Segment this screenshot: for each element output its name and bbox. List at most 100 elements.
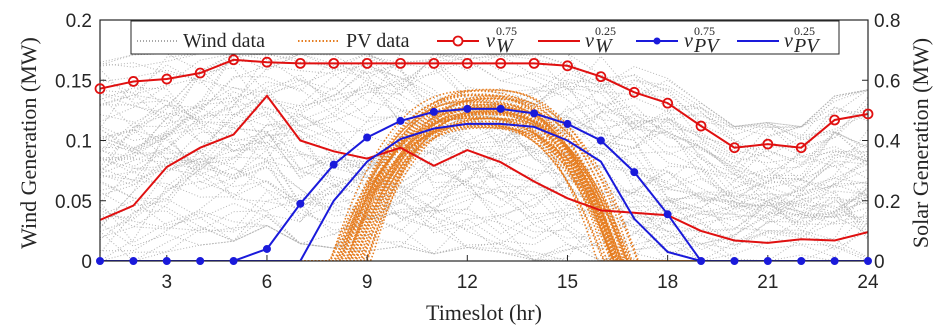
- pv-scenario-trace: [216, 106, 748, 261]
- legend-label: PV data: [346, 30, 410, 52]
- pv-q75-point: [162, 257, 171, 265]
- wind-q75-point: [662, 97, 674, 109]
- wind-scenario-trace: [100, 67, 868, 210]
- legend-math-sub: W: [496, 35, 515, 57]
- pv-q75-point: [496, 104, 505, 113]
- legend-math-sub: W: [595, 35, 614, 57]
- y-axis-right-title: Solar Generation (MW): [908, 38, 933, 248]
- wind-q75-point: [595, 71, 607, 83]
- pv-q75-point: [730, 257, 739, 265]
- wind-q75-point: [294, 57, 306, 69]
- wind-scenario-trace: [100, 78, 868, 233]
- wind-scenario-trace: [100, 120, 868, 261]
- legend-math-sub: PV: [693, 35, 721, 57]
- wind-q75-point: [762, 138, 774, 150]
- wind-q75-point: [94, 83, 106, 95]
- pv-scenario-trace: [216, 106, 748, 261]
- wind-q75-point: [428, 57, 440, 69]
- wind-q75-point: [228, 54, 239, 66]
- pv-q75-point: [329, 160, 338, 169]
- pv-scenario-trace: [216, 94, 748, 261]
- pv-scenario-trace: [216, 88, 748, 261]
- pv-q75-point: [429, 107, 438, 116]
- pv-q75-point: [596, 136, 605, 145]
- wind-q75-point: [795, 142, 807, 154]
- legend-math-label: v W0.25: [585, 24, 616, 57]
- series-layer: [100, 58, 868, 261]
- legend-math-label: v PV0.25: [784, 24, 821, 57]
- wind-scenario-trace: [100, 64, 868, 189]
- pv-scenario-trace: [216, 111, 748, 261]
- wind-q75-point: [862, 108, 874, 120]
- pv-scenario-trace: [216, 105, 748, 261]
- legend-math-label: v PV0.75: [684, 24, 721, 57]
- wind-scenario-trace: [100, 67, 868, 218]
- wind-q75-point: [528, 57, 540, 69]
- x-tick-label: 18: [657, 272, 678, 293]
- pv-q75-point: [262, 244, 271, 253]
- series-line: [100, 58, 868, 149]
- legend-math-sup: 0.25: [794, 24, 815, 38]
- legend-swatch-pv-q75-marker: [653, 37, 661, 45]
- wind-scenario-trace: [100, 179, 868, 259]
- wind-q75-point: [628, 86, 640, 98]
- wind-q75-point: [361, 57, 373, 69]
- pv-q75-point: [763, 257, 772, 265]
- pv-scenario-trace: [216, 125, 748, 261]
- pv-scenario-trace: [216, 113, 748, 261]
- legend-math-base: v: [684, 30, 693, 52]
- wind-scenario-trace: [100, 53, 868, 169]
- wind-scenario-trace: [100, 178, 868, 261]
- x-tick-label: 6: [262, 272, 273, 293]
- x-tick-label: 12: [457, 272, 478, 293]
- wind-scenario-trace: [100, 87, 868, 219]
- pv-q75-point: [363, 133, 372, 142]
- pv-scenario-trace: [216, 106, 748, 261]
- legend-math-base: v: [784, 30, 793, 52]
- legend-math-sup: 0.25: [595, 24, 616, 38]
- wind-scenario-trace: [100, 53, 868, 210]
- y-right-tick-label: 0.8: [874, 11, 900, 32]
- y-right-tick-label: 0.4: [874, 132, 901, 153]
- wind-q75-point: [261, 56, 273, 68]
- x-tick-label: 3: [161, 272, 172, 293]
- series-line: [100, 94, 868, 244]
- wind-scenario-trace: [100, 115, 868, 233]
- wind-scenario-trace: [100, 201, 868, 255]
- legend-math-label: v W0.75: [486, 24, 517, 57]
- wind-scenario-trace: [100, 53, 868, 224]
- wind-q75-point: [127, 76, 139, 87]
- series-line: [100, 122, 868, 261]
- legend-math-sup: 0.75: [496, 24, 517, 38]
- pv-q75-point: [196, 257, 205, 265]
- marker-layer: [94, 54, 874, 265]
- wind-q75-point: [562, 60, 573, 72]
- pv-scenario-trace: [216, 120, 748, 261]
- wind-q75-point: [461, 57, 473, 69]
- wind-scenario-trace: [100, 121, 868, 261]
- wind-scenario-trace: [100, 142, 868, 261]
- pv-q75-point: [697, 257, 706, 265]
- wind-q75-point: [695, 120, 707, 132]
- pv-q75-point: [530, 109, 539, 118]
- legend-math-sub: PV: [793, 35, 821, 57]
- wind-scenario-trace: [100, 164, 868, 261]
- y-right-tick-label: 0.2: [874, 192, 900, 213]
- y-left-tick-label: 0.1: [66, 132, 92, 153]
- legend-box: [130, 20, 840, 55]
- legend: Wind data PV data v W0.75 v W0.25 v PV0.75 v PV0.…: [130, 20, 840, 57]
- pv-q75-point: [96, 257, 104, 265]
- wind-q75-point: [395, 57, 406, 69]
- y-left-tick-label: 0.2: [66, 11, 92, 32]
- wind-scenario-trace: [100, 64, 868, 164]
- pv-q75-point: [396, 116, 405, 125]
- pv-q75-point: [830, 257, 839, 265]
- y-left-tick-label: 0.05: [55, 192, 92, 213]
- y-left-tick-label: 0: [81, 252, 92, 273]
- x-axis-title: Timeslot (hr): [426, 300, 542, 325]
- y-axis-left-title: Wind Generation (MW): [16, 37, 41, 249]
- pv-scenario-trace: [216, 104, 748, 261]
- pv-q75-point: [229, 257, 238, 265]
- legend-swatch-wind-q75-marker: [452, 35, 464, 47]
- x-tick-label: 15: [557, 272, 578, 293]
